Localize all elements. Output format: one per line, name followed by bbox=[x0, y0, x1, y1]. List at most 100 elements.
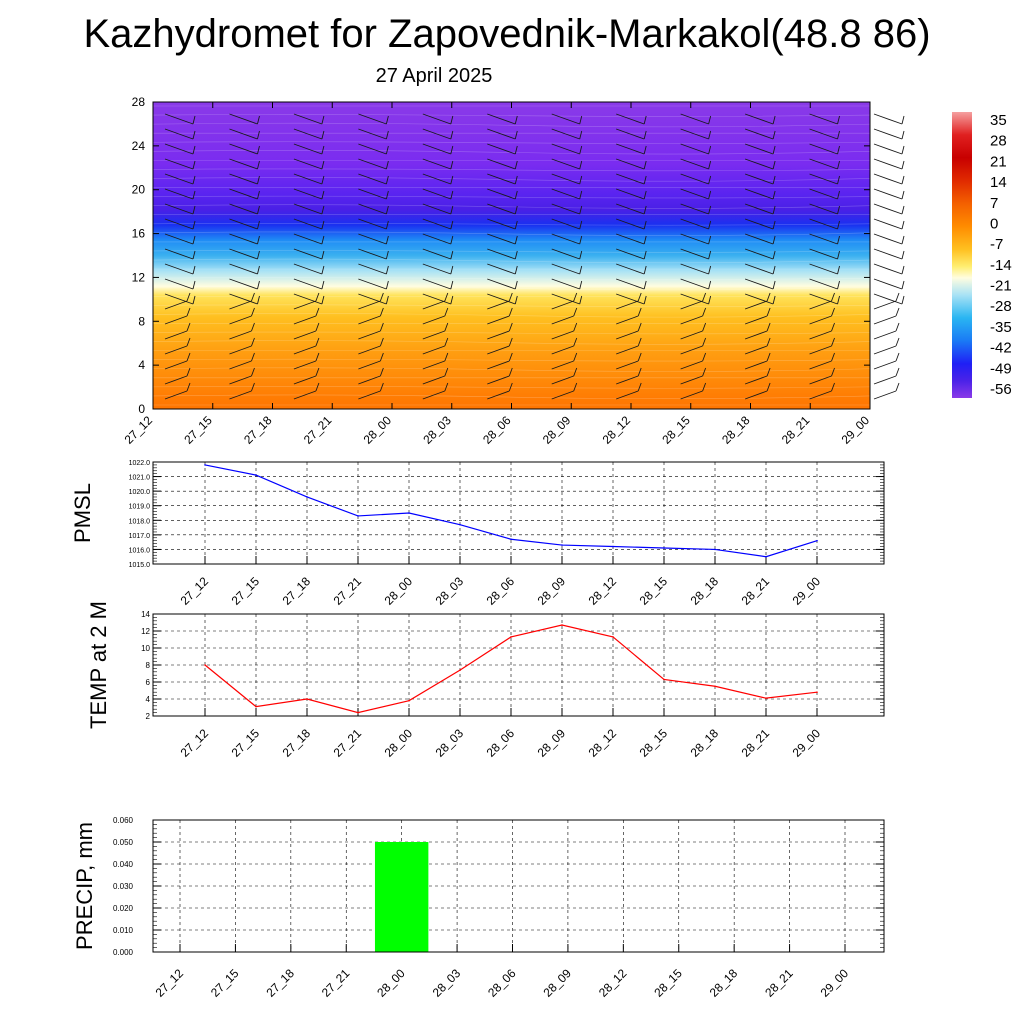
wind-barb-flag bbox=[901, 190, 905, 200]
wind-barb bbox=[680, 203, 709, 215]
wind-barb bbox=[358, 173, 387, 185]
wind-barb-flag bbox=[450, 235, 454, 245]
wind-barb bbox=[680, 248, 709, 260]
y-tick-label: 0.060 bbox=[113, 816, 134, 825]
wind-barb-flag bbox=[385, 235, 389, 245]
wind-barb-flag bbox=[192, 235, 196, 245]
wind-barb bbox=[487, 360, 510, 370]
wind-barb bbox=[809, 293, 838, 305]
wind-barb-flag bbox=[321, 160, 325, 170]
wind-barb bbox=[809, 113, 838, 125]
wind-barb-flag bbox=[450, 160, 454, 170]
wind-barb bbox=[358, 293, 387, 305]
wind-barb-flag bbox=[257, 295, 260, 305]
y-tick-label: 2 bbox=[146, 712, 151, 721]
y-tick-label: 0.050 bbox=[113, 838, 134, 847]
x-tick-label: 27_15 bbox=[208, 966, 242, 1000]
wind-barb-flag bbox=[251, 367, 255, 377]
x-tick-label: 28_06 bbox=[484, 726, 518, 760]
y-tick-label: 1016.0 bbox=[129, 547, 151, 554]
x-tick-label: 28_15 bbox=[637, 726, 671, 760]
wind-barb bbox=[422, 143, 451, 155]
x-tick-label: 29_00 bbox=[790, 574, 824, 608]
wind-barb-flag bbox=[637, 337, 642, 347]
x-tick-label: 28_15 bbox=[637, 574, 671, 608]
wind-barb-flag bbox=[192, 160, 196, 170]
wind-barb-flag bbox=[192, 130, 196, 140]
data-point bbox=[306, 496, 308, 498]
wind-barb-flag bbox=[837, 220, 840, 230]
wind-barb bbox=[229, 300, 252, 310]
wind-barb-flag bbox=[385, 130, 389, 140]
wind-barb-flag bbox=[772, 295, 776, 305]
wind-barb-flag bbox=[573, 337, 578, 347]
wind-barb bbox=[164, 173, 194, 185]
wind-barb bbox=[551, 233, 580, 245]
wind-barb bbox=[164, 218, 194, 230]
wind-barb-flag bbox=[895, 382, 900, 392]
wind-barb bbox=[680, 263, 709, 275]
contour-line bbox=[152, 177, 871, 182]
wind-barb-flag bbox=[450, 130, 454, 140]
wind-barb bbox=[680, 173, 709, 185]
wind-barb bbox=[744, 158, 774, 170]
contour-line bbox=[152, 304, 871, 308]
wind-barb bbox=[487, 293, 516, 305]
wind-barb bbox=[551, 263, 580, 275]
wind-barb bbox=[358, 218, 387, 230]
wind-barb bbox=[164, 128, 194, 140]
wind-barb-flag bbox=[837, 280, 840, 290]
data-point bbox=[714, 685, 716, 688]
wind-barb-flag bbox=[321, 220, 325, 230]
contour-line bbox=[152, 150, 871, 155]
y-tick-label: 1020.0 bbox=[129, 489, 151, 496]
wind-barb bbox=[616, 330, 639, 340]
wind-barb-flag bbox=[579, 265, 583, 275]
wind-barb bbox=[744, 300, 768, 310]
wind-barb bbox=[744, 278, 774, 290]
wind-barb-flag bbox=[514, 205, 518, 215]
wind-barb bbox=[358, 390, 381, 400]
wind-barb-flag bbox=[450, 295, 454, 305]
x-tick-label: 27_12 bbox=[178, 574, 212, 608]
y-tick-label: 14 bbox=[141, 610, 150, 619]
wind-barb-flag bbox=[257, 190, 260, 200]
wind-barb-flag bbox=[837, 160, 840, 170]
wind-barb-flag bbox=[450, 280, 454, 290]
wind-barb-flag bbox=[637, 352, 642, 362]
colorbar: 35 28 21 14 7 0 -7 -14 -21 -28 -35 -42 -49 -56 bbox=[952, 112, 1012, 398]
wind-barb-flag bbox=[257, 250, 260, 260]
x-tick-label: 29_00 bbox=[818, 966, 852, 1000]
x-tick-label: 28_00 bbox=[382, 574, 416, 608]
x-tick-label: 28_09 bbox=[540, 413, 574, 447]
wind-barb bbox=[164, 375, 188, 385]
wind-barb bbox=[680, 315, 703, 325]
wind-barb-flag bbox=[450, 220, 454, 230]
wind-barb bbox=[873, 293, 903, 305]
wind-barb-flag bbox=[772, 205, 776, 215]
wind-barb-flag bbox=[772, 250, 776, 260]
y-tick-label: 28 bbox=[132, 95, 146, 109]
wind-barb-flag bbox=[702, 322, 707, 332]
x-tick-label: 28_15 bbox=[651, 966, 685, 1000]
wind-barb-flag bbox=[901, 115, 905, 125]
wind-barb bbox=[551, 375, 574, 385]
wind-barb bbox=[293, 360, 317, 370]
wind-barb-flag bbox=[257, 265, 260, 275]
wind-barb-flag bbox=[772, 130, 776, 140]
wind-barb bbox=[744, 188, 774, 200]
wind-barb-flag bbox=[315, 337, 320, 347]
wind-barb-flag bbox=[257, 205, 260, 215]
wind-barb-flag bbox=[321, 130, 325, 140]
wind-barb bbox=[293, 390, 317, 400]
wind-barb bbox=[229, 128, 258, 140]
wind-barb bbox=[809, 203, 838, 215]
wind-barb bbox=[616, 233, 645, 245]
wind-barb bbox=[229, 263, 258, 275]
wind-barb bbox=[164, 203, 194, 215]
contour-line bbox=[152, 394, 871, 399]
x-tick-label: 28_06 bbox=[484, 574, 518, 608]
y-tick-label: 1022.0 bbox=[129, 460, 151, 467]
wind-barb-flag bbox=[514, 235, 518, 245]
